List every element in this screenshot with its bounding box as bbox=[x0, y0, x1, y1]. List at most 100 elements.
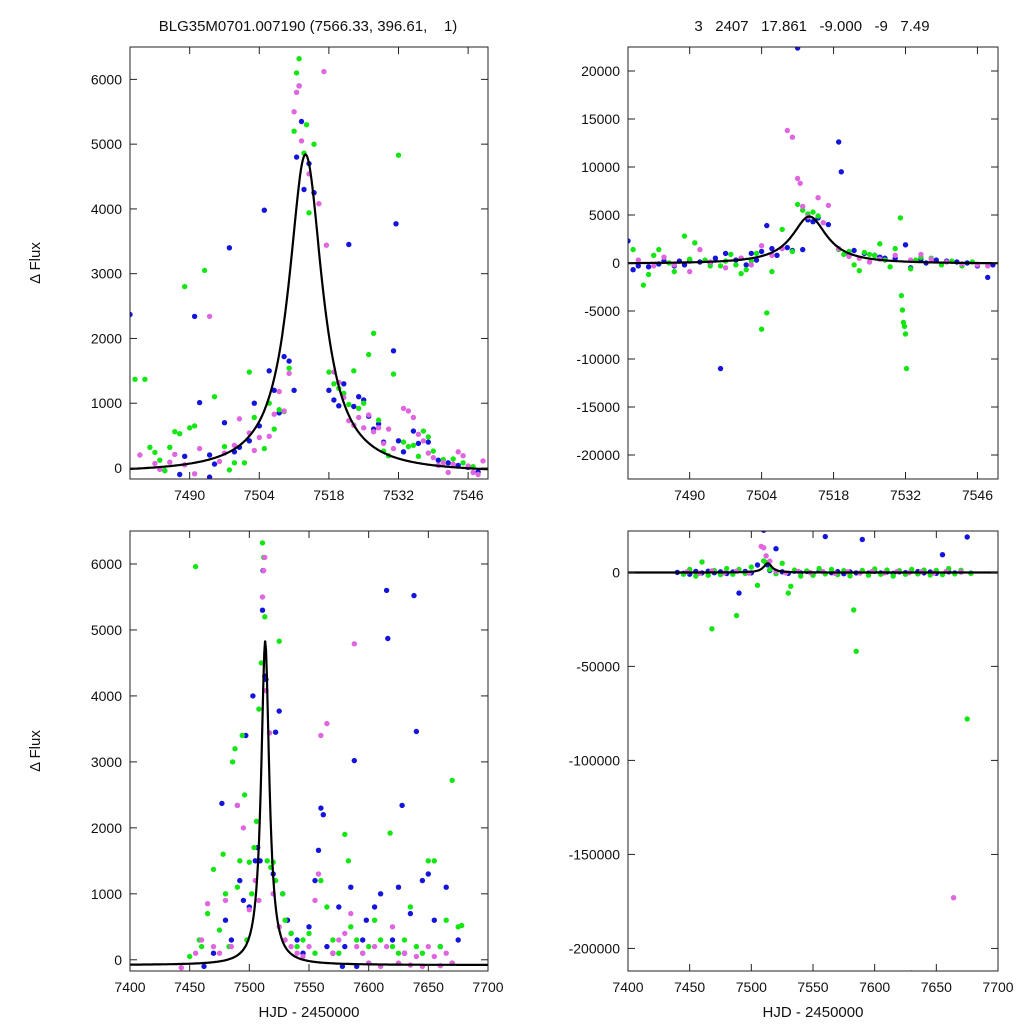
x-tick-label: 7518 bbox=[818, 487, 849, 503]
y-axis-label: Δ Flux bbox=[27, 242, 44, 284]
x-tick-label: 7650 bbox=[921, 979, 952, 995]
data-point-series-2 bbox=[717, 263, 724, 269]
data-point-series-3 bbox=[293, 89, 300, 96]
data-point-series-1 bbox=[985, 274, 991, 281]
data-point-series-2 bbox=[280, 891, 286, 897]
data-point-series-2 bbox=[234, 884, 241, 890]
data-point-series-3 bbox=[351, 641, 357, 647]
data-point-series-2 bbox=[147, 444, 153, 450]
data-point-series-2 bbox=[754, 582, 761, 588]
data-point-series-1 bbox=[281, 353, 287, 360]
data-point-series-3 bbox=[231, 442, 238, 448]
data-point-series-1 bbox=[210, 950, 217, 956]
data-point-series-1 bbox=[240, 897, 247, 904]
data-point-series-3 bbox=[985, 263, 991, 269]
data-point-series-3 bbox=[206, 313, 213, 320]
data-point-series-1 bbox=[237, 877, 243, 884]
data-point-series-1 bbox=[443, 884, 449, 890]
data-point-series-1 bbox=[758, 248, 765, 255]
data-point-series-1 bbox=[774, 252, 780, 258]
data-point-series-2 bbox=[237, 858, 243, 864]
data-point-series-2 bbox=[253, 818, 260, 824]
data-point-series-3 bbox=[820, 220, 826, 226]
data-point-series-2 bbox=[865, 572, 872, 578]
data-point-series-2 bbox=[172, 429, 178, 435]
data-point-series-1 bbox=[336, 904, 342, 910]
data-point-series-3 bbox=[697, 246, 703, 253]
data-point-series-3 bbox=[348, 910, 354, 917]
data-point-series-2 bbox=[157, 457, 163, 463]
data-point-series-2 bbox=[753, 250, 760, 257]
y-tick-label: 4000 bbox=[91, 688, 122, 704]
data-point-series-1 bbox=[764, 222, 770, 229]
data-point-series-2 bbox=[425, 434, 431, 440]
data-point-series-3 bbox=[794, 175, 801, 182]
data-point-series-1 bbox=[383, 587, 390, 594]
data-point-series-2 bbox=[356, 405, 362, 412]
data-point-series-3 bbox=[687, 268, 693, 275]
data-point-series-3 bbox=[152, 460, 158, 467]
x-tick-label: 7600 bbox=[859, 979, 890, 995]
data-point-series-2 bbox=[419, 950, 426, 956]
y-tick-label: 3000 bbox=[91, 266, 122, 282]
data-point-series-1 bbox=[769, 245, 775, 252]
data-point-series-2 bbox=[815, 213, 821, 219]
data-point-series-2 bbox=[258, 660, 264, 666]
data-point-series-2 bbox=[303, 122, 310, 128]
data-point-series-2 bbox=[226, 467, 233, 473]
data-point-series-3 bbox=[443, 950, 449, 956]
data-point-series-1 bbox=[356, 394, 362, 400]
data-point-series-2 bbox=[229, 759, 236, 765]
data-point-series-1 bbox=[645, 264, 652, 270]
data-point-series-3 bbox=[460, 453, 466, 459]
data-point-series-2 bbox=[693, 573, 699, 579]
data-point-series-2 bbox=[296, 56, 302, 62]
data-point-series-1 bbox=[324, 943, 330, 950]
data-point-series-3 bbox=[431, 953, 437, 960]
data-point-series-3 bbox=[390, 445, 397, 452]
data-point-series-2 bbox=[201, 267, 208, 274]
data-point-series-2 bbox=[887, 264, 893, 270]
y-axis-label: Δ Flux bbox=[27, 730, 44, 772]
data-point-series-1 bbox=[838, 169, 844, 175]
data-point-series-1 bbox=[259, 607, 266, 613]
data-point-series-2 bbox=[459, 922, 465, 929]
data-point-series-3 bbox=[789, 134, 796, 140]
data-point-series-2 bbox=[239, 732, 245, 739]
x-tick-label: 7490 bbox=[174, 487, 205, 503]
data-point-series-2 bbox=[345, 858, 352, 864]
panel-top-left: 7490 7504 7518 7532 7546 0 1000 2000 3000 4000 500… bbox=[27, 46, 489, 503]
data-point-series-2 bbox=[387, 830, 393, 836]
data-point-series-1 bbox=[339, 963, 346, 970]
data-point-series-1 bbox=[377, 891, 384, 897]
data-point-series-1 bbox=[395, 884, 402, 890]
data-point-series-1 bbox=[393, 221, 399, 227]
data-point-series-2 bbox=[294, 943, 300, 950]
data-point-series-3 bbox=[651, 263, 657, 269]
data-point-series-3 bbox=[866, 259, 873, 265]
data-point-series-3 bbox=[440, 460, 446, 466]
data-point-series-2 bbox=[877, 241, 883, 247]
data-point-series-3 bbox=[383, 943, 390, 950]
data-point-series-2 bbox=[430, 448, 436, 454]
data-point-series-3 bbox=[370, 429, 377, 435]
data-point-series-3 bbox=[167, 459, 173, 465]
data-point-series-2 bbox=[246, 369, 252, 375]
data-point-series-1 bbox=[431, 917, 437, 923]
model-curve-group bbox=[130, 153, 488, 471]
data-point-series-2 bbox=[306, 210, 312, 216]
model-curve bbox=[628, 215, 998, 265]
data-point-series-3 bbox=[825, 202, 832, 209]
data-point-series-2 bbox=[318, 877, 324, 884]
data-point-series-2 bbox=[728, 251, 734, 258]
y-tick-label: 1000 bbox=[91, 395, 122, 411]
data-point-series-1 bbox=[360, 937, 366, 943]
x-tick-label: 7546 bbox=[453, 487, 484, 503]
data-point-series-2 bbox=[132, 376, 138, 382]
data-point-series-3 bbox=[204, 901, 211, 907]
data-points bbox=[130, 56, 486, 479]
data-point-series-1 bbox=[425, 439, 431, 445]
data-point-series-2 bbox=[259, 540, 266, 546]
data-point-series-2 bbox=[671, 268, 677, 275]
data-point-series-2 bbox=[204, 910, 211, 917]
